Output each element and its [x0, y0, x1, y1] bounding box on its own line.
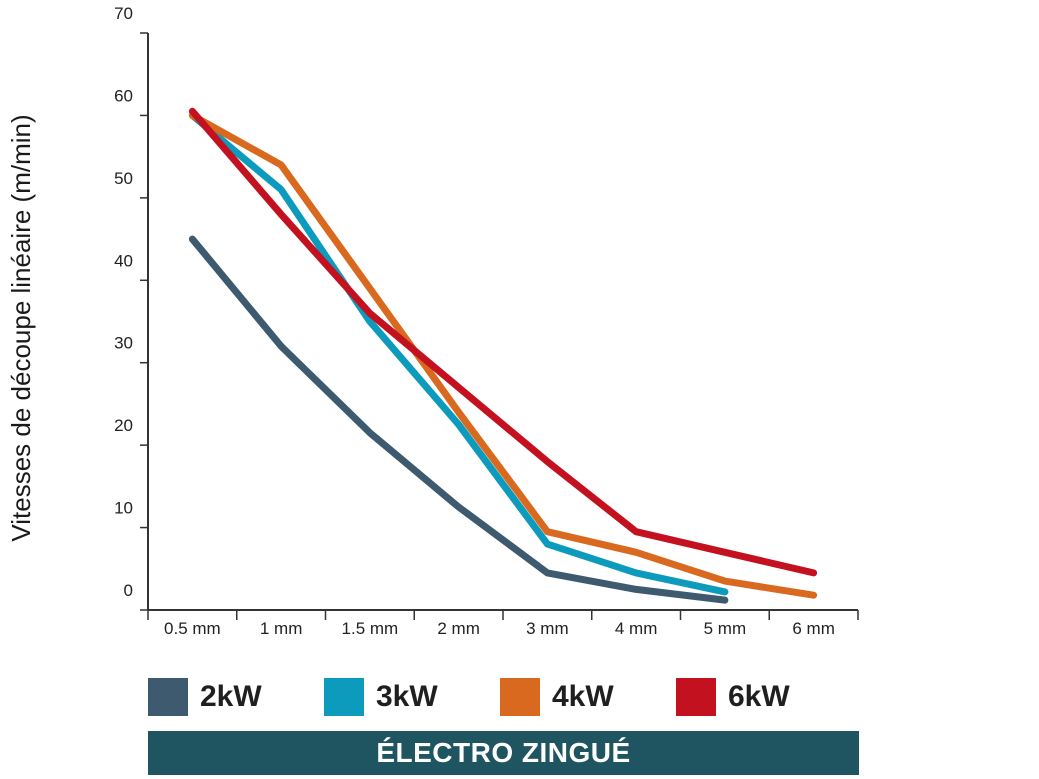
- y-tick-label: 40: [114, 251, 133, 270]
- y-tick-label: 30: [114, 334, 133, 353]
- legend: 2kW 3kW 4kW 6kW: [148, 678, 868, 718]
- x-tick-label: 3 mm: [526, 619, 569, 638]
- x-tick-label: 4 mm: [615, 619, 658, 638]
- legend-swatch-3kw: [324, 678, 364, 716]
- x-tick-label: 0.5 mm: [164, 619, 221, 638]
- y-tick-label: 60: [114, 86, 133, 105]
- series-line-2kw: [188, 235, 729, 604]
- legend-item-4kw: 4kW: [500, 678, 614, 716]
- legend-swatch-4kw: [500, 678, 540, 716]
- axes: 0 10 20 30 40 50 60 70 0.5 mm 1 mm 1.5 mm 2 mm 3 mm 4…: [114, 4, 859, 638]
- legend-label-6kw: 6kW: [728, 680, 790, 713]
- legend-item-6kw: 6kW: [676, 678, 790, 716]
- legend-swatch-6kw: [676, 678, 716, 716]
- y-tick-label: 70: [114, 4, 133, 23]
- series-line-3kw: [188, 111, 729, 596]
- banner-title: ÉLECTRO ZINGUÉ: [376, 737, 631, 768]
- legend-label-2kw: 2kW: [200, 680, 262, 713]
- series-line-6kw: [188, 107, 818, 577]
- legend-item-3kw: 3kW: [324, 678, 438, 716]
- series-line-4kw: [188, 111, 818, 599]
- y-tick-label: 50: [114, 169, 133, 188]
- legend-swatch-2kw: [148, 678, 188, 716]
- legend-label-3kw: 3kW: [376, 680, 438, 713]
- x-tick-label: 5 mm: [704, 619, 747, 638]
- y-axis-label: Vitesses de découpe linéaire (m/min): [6, 114, 36, 541]
- y-tick-label: 10: [114, 499, 133, 518]
- y-tick-label: 0: [124, 581, 133, 600]
- series-lines: [188, 107, 818, 604]
- x-tick-label: 1 mm: [260, 619, 303, 638]
- y-tick-label: 20: [114, 416, 133, 435]
- legend-label-4kw: 4kW: [552, 680, 614, 713]
- category-banner: ÉLECTRO ZINGUÉ: [148, 731, 859, 775]
- legend-item-2kw: 2kW: [148, 678, 262, 716]
- x-tick-label: 2 mm: [437, 619, 480, 638]
- x-tick-label: 1.5 mm: [342, 619, 399, 638]
- x-tick-label: 6 mm: [792, 619, 835, 638]
